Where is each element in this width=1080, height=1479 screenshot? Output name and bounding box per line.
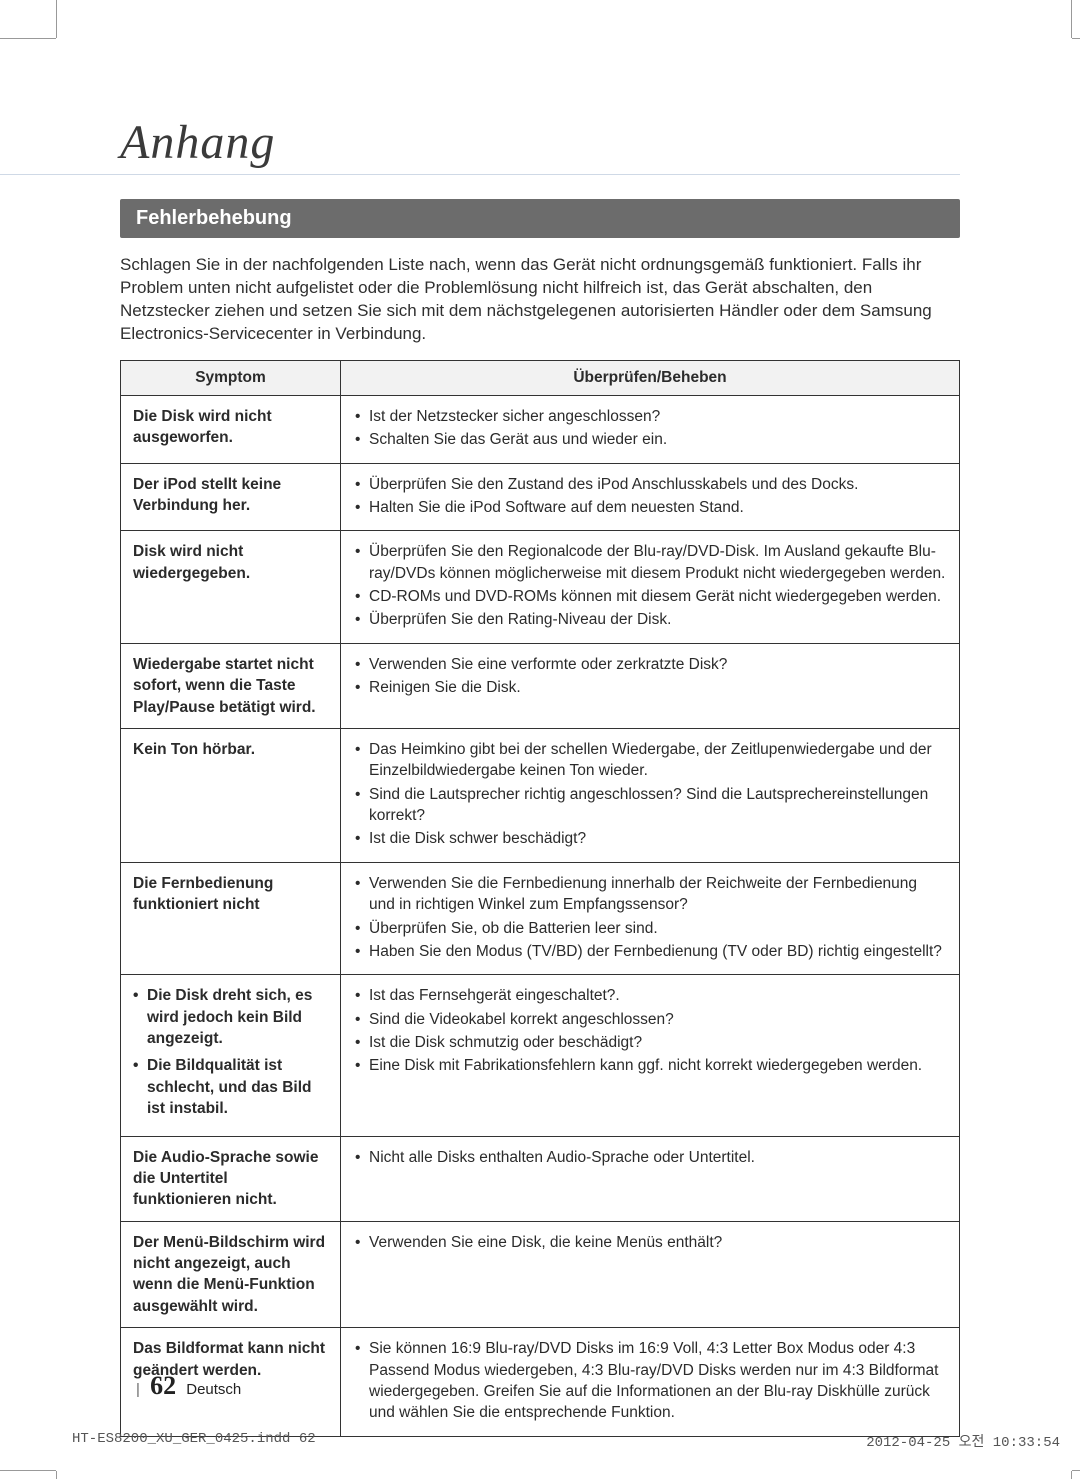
fix-cell: Sie können 16:9 Blu-ray/DVD Disks im 16:… xyxy=(341,1328,960,1437)
troubleshooting-table: Symptom Überprüfen/Beheben Die Disk wird… xyxy=(120,360,960,1437)
fix-item: CD-ROMs und DVD-ROMs können mit diesem G… xyxy=(353,586,947,607)
fix-cell: Verwenden Sie die Fernbedienung innerhal… xyxy=(341,862,960,975)
symptom-item: Die Disk dreht sich, es wird jedoch kein… xyxy=(133,985,328,1049)
fix-cell: Ist das Fernsehgerät eingeschaltet?. Sind… xyxy=(341,975,960,1136)
footer-right: 2012-04-25 오전 10:33:54 xyxy=(866,1431,1060,1451)
table-row: Die Audio-Sprache sowie die Untertitel f… xyxy=(121,1136,960,1221)
table-row: Kein Ton hörbar. Das Heimkino gibt bei de… xyxy=(121,728,960,862)
page-title: Anhang xyxy=(120,115,960,170)
page-number-value: 62 xyxy=(150,1371,176,1400)
fix-item: Schalten Sie das Gerät aus und wieder ei… xyxy=(353,429,947,450)
fix-item: Ist der Netzstecker sicher angeschlossen… xyxy=(353,406,947,427)
table-row: Wiedergabe startet nicht sofort, wenn di… xyxy=(121,643,960,728)
symptom-cell: Disk wird nicht wiedergegeben. xyxy=(121,531,341,644)
fix-cell: Überprüfen Sie den Regionalcode der Blu-… xyxy=(341,531,960,644)
fix-item: Haben Sie den Modus (TV/BD) der Fernbedi… xyxy=(353,941,947,962)
symptom-cell: Die Audio-Sprache sowie die Untertitel f… xyxy=(121,1136,341,1221)
fix-cell: Verwenden Sie eine Disk, die keine Menüs… xyxy=(341,1221,960,1328)
symptom-item: Die Bildqualität ist schlecht, und das B… xyxy=(133,1055,328,1119)
fix-item: Verwenden Sie eine verformte oder zerkra… xyxy=(353,654,947,675)
table-row: Die Disk dreht sich, es wird jedoch kein… xyxy=(121,975,960,1136)
table-row: Disk wird nicht wiedergegeben. Überprüfen… xyxy=(121,531,960,644)
th-symptom: Symptom xyxy=(121,360,341,395)
fix-item: Überprüfen Sie, ob die Batterien leer si… xyxy=(353,918,947,939)
crop-mark xyxy=(1071,1471,1072,1479)
table-row: Das Bildformat kann nicht geändert werde… xyxy=(121,1328,960,1437)
crop-mark xyxy=(1071,0,1072,38)
crop-mark xyxy=(56,0,57,38)
table-row: Der iPod stellt keine Verbindung her. Übe… xyxy=(121,463,960,531)
symptom-cell: Die Disk wird nicht ausgeworfen. xyxy=(121,395,341,463)
fix-cell: Nicht alle Disks enthalten Audio-Sprache… xyxy=(341,1136,960,1221)
page-number: | 62 Deutsch xyxy=(136,1371,241,1401)
content: Anhang Fehlerbehebung Schlagen Sie in de… xyxy=(120,115,960,1437)
fix-item: Sind die Lautsprecher richtig angeschlos… xyxy=(353,784,947,827)
intro-text: Schlagen Sie in der nachfolgenden Liste … xyxy=(120,254,960,346)
page-number-bar: | xyxy=(136,1381,140,1398)
table-row: Die Fernbedienung funktioniert nicht Verw… xyxy=(121,862,960,975)
crop-mark xyxy=(1072,1470,1080,1471)
fix-item: Überprüfen Sie den Rating-Niveau der Dis… xyxy=(353,609,947,630)
footer: HT-ES8200_XU_GER_0425.indd 62 2012-04-25… xyxy=(72,1431,1060,1451)
table-row: Der Menü-Bildschirm wird nicht angezeigt… xyxy=(121,1221,960,1328)
fix-item: Ist die Disk schmutzig oder beschädigt? xyxy=(353,1032,947,1053)
fix-cell: Überprüfen Sie den Zustand des iPod Ansc… xyxy=(341,463,960,531)
fix-item: Überprüfen Sie den Regionalcode der Blu-… xyxy=(353,541,947,584)
fix-item: Verwenden Sie die Fernbedienung innerhal… xyxy=(353,873,947,916)
fix-item: Sind die Videokabel korrekt angeschlosse… xyxy=(353,1009,947,1030)
fix-item: Sie können 16:9 Blu-ray/DVD Disks im 16:… xyxy=(353,1338,947,1424)
symptom-cell: Der iPod stellt keine Verbindung her. xyxy=(121,463,341,531)
crop-mark xyxy=(0,38,56,39)
symptom-cell: Kein Ton hörbar. xyxy=(121,728,341,862)
crop-mark xyxy=(1072,38,1080,39)
symptom-cell: Wiedergabe startet nicht sofort, wenn di… xyxy=(121,643,341,728)
fix-item: Ist das Fernsehgerät eingeschaltet?. xyxy=(353,985,947,1006)
fix-cell: Das Heimkino gibt bei der schellen Wiede… xyxy=(341,728,960,862)
symptom-cell: Der Menü-Bildschirm wird nicht angezeigt… xyxy=(121,1221,341,1328)
title-rule xyxy=(0,174,960,175)
symptom-cell: Die Disk dreht sich, es wird jedoch kein… xyxy=(121,975,341,1136)
page-lang: Deutsch xyxy=(186,1381,241,1398)
th-fix: Überprüfen/Beheben xyxy=(341,360,960,395)
symptom-cell: Die Fernbedienung funktioniert nicht xyxy=(121,862,341,975)
fix-item: Halten Sie die iPod Software auf dem neu… xyxy=(353,497,947,518)
fix-item: Eine Disk mit Fabrikationsfehlern kann g… xyxy=(353,1055,947,1076)
footer-left: HT-ES8200_XU_GER_0425.indd 62 xyxy=(72,1431,316,1451)
fix-item: Ist die Disk schwer beschädigt? xyxy=(353,828,947,849)
crop-mark xyxy=(0,1470,56,1471)
section-header: Fehlerbehebung xyxy=(120,199,960,238)
fix-item: Nicht alle Disks enthalten Audio-Sprache… xyxy=(353,1147,947,1168)
page: Anhang Fehlerbehebung Schlagen Sie in de… xyxy=(0,0,1080,1479)
fix-item: Überprüfen Sie den Zustand des iPod Ansc… xyxy=(353,474,947,495)
fix-item: Verwenden Sie eine Disk, die keine Menüs… xyxy=(353,1232,947,1253)
fix-cell: Verwenden Sie eine verformte oder zerkra… xyxy=(341,643,960,728)
crop-mark xyxy=(56,1471,57,1479)
table-row: Die Disk wird nicht ausgeworfen. Ist der … xyxy=(121,395,960,463)
fix-cell: Ist der Netzstecker sicher angeschlossen… xyxy=(341,395,960,463)
fix-item: Reinigen Sie die Disk. xyxy=(353,677,947,698)
fix-item: Das Heimkino gibt bei der schellen Wiede… xyxy=(353,739,947,782)
